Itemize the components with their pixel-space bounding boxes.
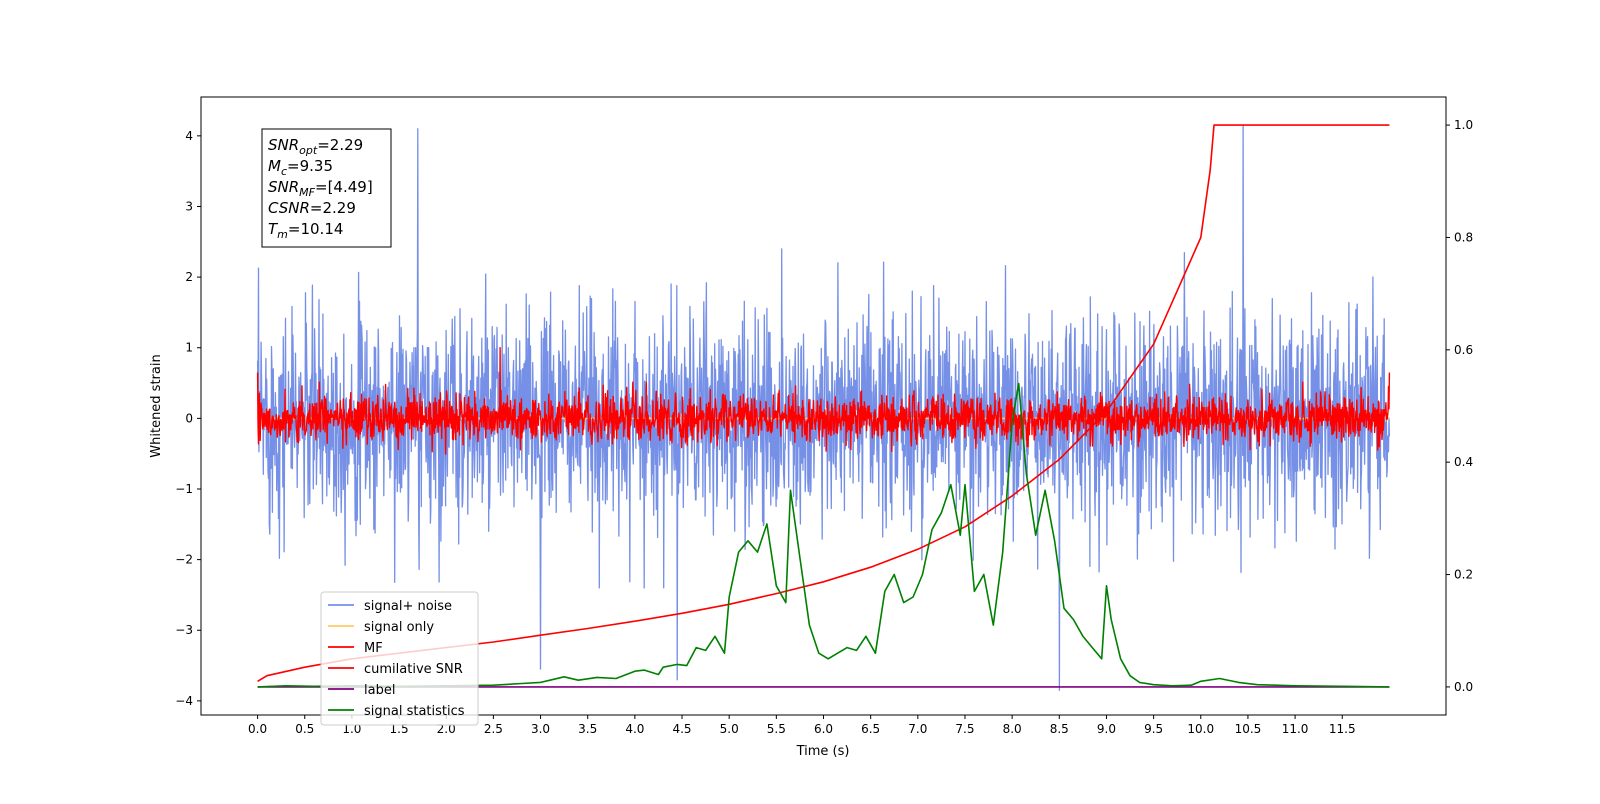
x-tick-label: 11.0 bbox=[1282, 722, 1309, 736]
series-line-signal-noise bbox=[256, 124, 1391, 691]
x-axis-label: Time (s) bbox=[796, 744, 850, 759]
x-tick-label: 10.0 bbox=[1187, 722, 1214, 736]
y-tick-label: 3 bbox=[185, 199, 193, 213]
x-tick-label: 3.5 bbox=[578, 722, 597, 736]
y-tick-label: −2 bbox=[175, 553, 193, 567]
y-tick-label: 0 bbox=[185, 411, 193, 425]
info-mc: Mc=9.35 bbox=[268, 157, 333, 178]
legend-label: label bbox=[364, 683, 395, 698]
series-line-mf bbox=[256, 347, 1391, 455]
info-snr-mf: SNRMF=[4.49] bbox=[268, 178, 373, 199]
y-axis-label: Whitened strain bbox=[149, 354, 164, 457]
x-tick-label: 9.0 bbox=[1097, 722, 1116, 736]
axes: 0.0 0.5 1.0 1.5 2.0 2.5 3.0 3.5 4.0 4.5 5.0 5.5 6.0 6… bbox=[175, 118, 1473, 736]
y-tick-label: −3 bbox=[175, 623, 193, 637]
y2-tick-label: 0.4 bbox=[1454, 455, 1473, 469]
x-tick-label: 4.0 bbox=[625, 722, 644, 736]
x-tick-label: 6.0 bbox=[814, 722, 833, 736]
y2-tick-label: 0.0 bbox=[1454, 680, 1473, 694]
info-csnr: CSNR=2.29 bbox=[268, 199, 356, 217]
x-tick-label: 3.0 bbox=[531, 722, 550, 736]
info-tm: Tm=10.14 bbox=[268, 220, 343, 241]
legend-label: MF bbox=[364, 641, 383, 656]
y2-tick-label: 0.2 bbox=[1454, 568, 1473, 582]
x-tick-label: 8.5 bbox=[1050, 722, 1069, 736]
x-tick-label: 11.5 bbox=[1329, 722, 1356, 736]
x-tick-label: 8.0 bbox=[1003, 722, 1022, 736]
x-tick-label: 6.5 bbox=[861, 722, 880, 736]
legend-label: cumilative SNR bbox=[364, 662, 463, 677]
info-snr-opt: SNRopt=2.29 bbox=[268, 136, 363, 157]
y-tick-label: −1 bbox=[175, 482, 193, 496]
x-tick-label: 0.0 bbox=[248, 722, 267, 736]
legend-label: signal only bbox=[364, 620, 434, 635]
x-tick-label: 7.5 bbox=[955, 722, 974, 736]
info-box-frame bbox=[261, 128, 392, 248]
y2-tick-label: 0.6 bbox=[1454, 343, 1473, 357]
legend: signal+ noise signal only MF cumilative SNR… bbox=[320, 591, 479, 726]
y-tick-label: 2 bbox=[185, 270, 193, 284]
legend-label: signal+ noise bbox=[364, 599, 452, 614]
y2-tick-label: 0.8 bbox=[1454, 230, 1473, 244]
y-tick-label: 1 bbox=[185, 341, 193, 355]
y2-tick-label: 1.0 bbox=[1454, 118, 1473, 132]
x-tick-label: 9.5 bbox=[1144, 722, 1163, 736]
series-line-signal-statistics bbox=[257, 382, 1390, 688]
y-tick-label: −4 bbox=[175, 694, 193, 708]
legend-frame bbox=[320, 591, 479, 726]
legend-label: signal statistics bbox=[364, 704, 465, 719]
x-tick-label: 7.0 bbox=[908, 722, 927, 736]
x-tick-label: 4.5 bbox=[672, 722, 691, 736]
x-tick-label: 5.0 bbox=[720, 722, 739, 736]
x-tick-label: 0.5 bbox=[295, 722, 314, 736]
x-tick-label: 5.5 bbox=[767, 722, 786, 736]
x-tick-label: 10.5 bbox=[1235, 722, 1262, 736]
y-tick-label: 4 bbox=[185, 129, 193, 143]
x-tick-label: 2.5 bbox=[484, 722, 503, 736]
